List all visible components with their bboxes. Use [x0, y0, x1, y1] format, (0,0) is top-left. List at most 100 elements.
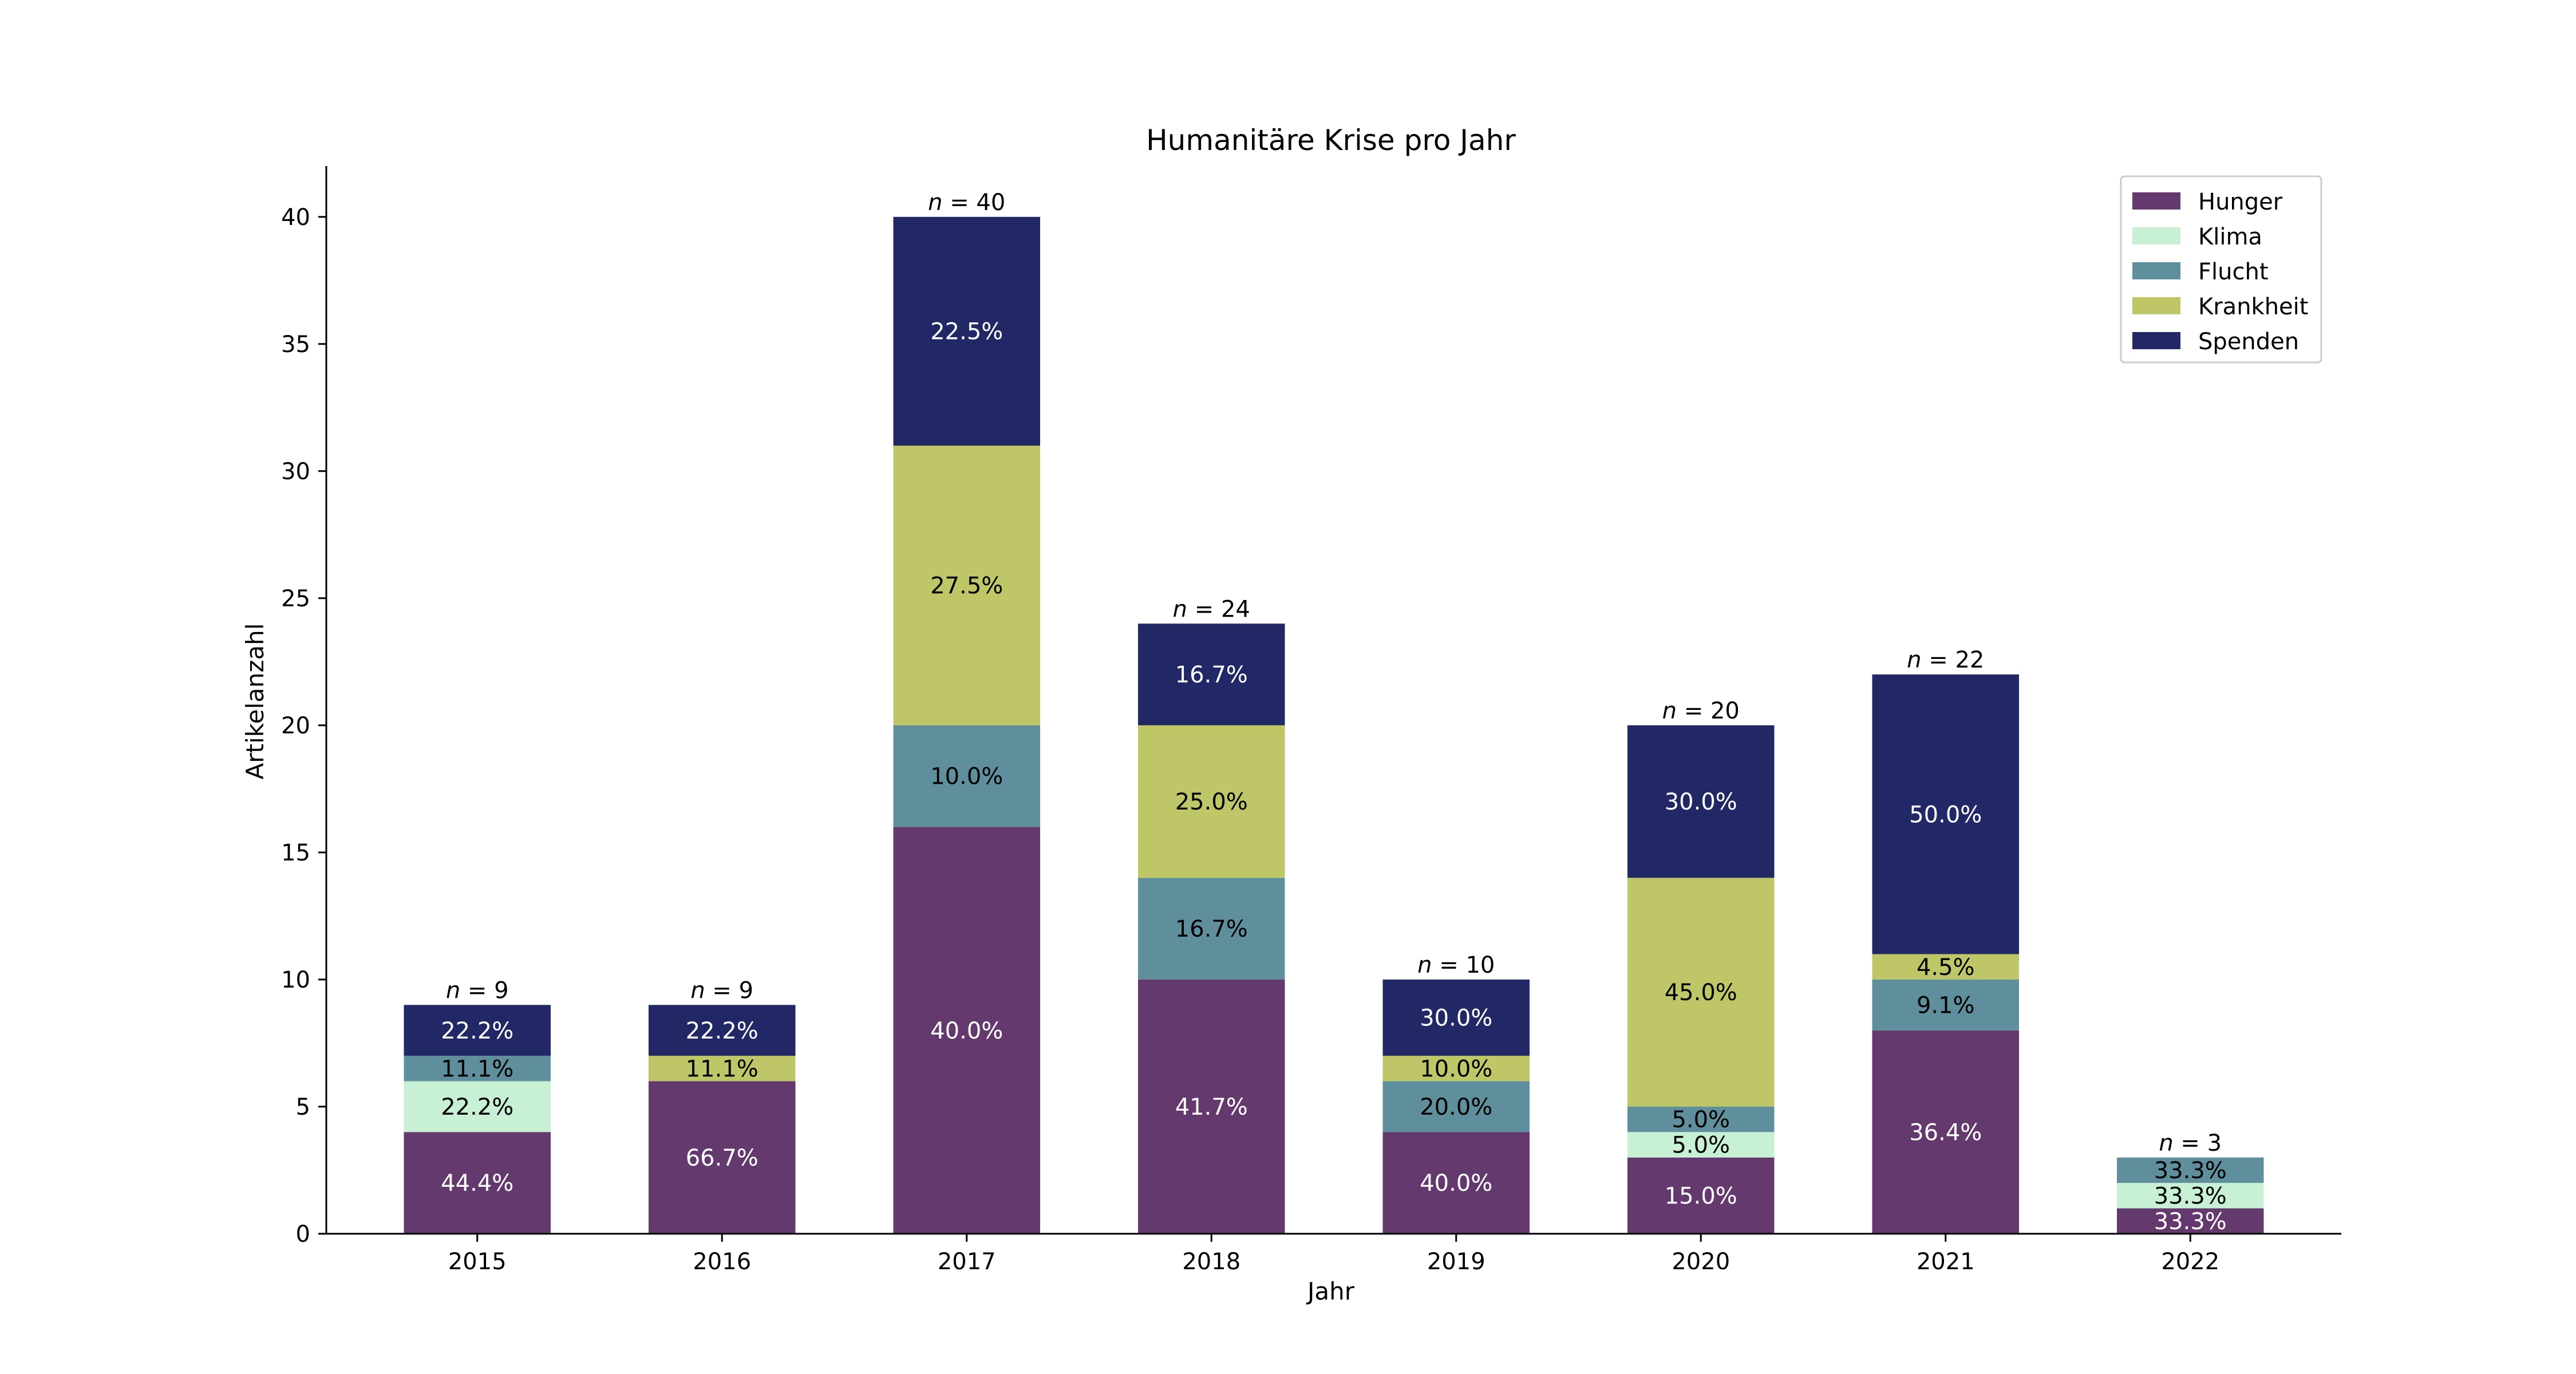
bar-segment-spenden-2020 [1627, 725, 1775, 878]
bar-label-spenden-2020: 30.0% [1665, 789, 1737, 815]
bar-segment-flucht-2015 [404, 1056, 551, 1081]
bar-segment-klima-2022 [2117, 1183, 2264, 1209]
bar-segment-krankheit-2020 [1627, 878, 1775, 1107]
legend-label-flucht: Flucht [2198, 259, 2269, 285]
bar-label-hunger-2015: 44.4% [441, 1170, 513, 1197]
bar-label-spenden-2021: 50.0% [1909, 802, 1982, 828]
bar-label-klima-2020: 5.0% [1672, 1132, 1730, 1159]
bar-label-hunger-2022: 33.3% [2154, 1209, 2227, 1235]
chart-title: Humanitäre Krise pro Jahr [1146, 124, 1516, 157]
y-tick-label-15: 15 [281, 840, 310, 866]
y-tick-label-10: 10 [281, 967, 310, 993]
bar-segment-spenden-2021 [1872, 674, 2019, 954]
bar-total-2015: n = 9 [446, 977, 509, 1004]
bar-total-2022: n = 3 [2159, 1130, 2222, 1156]
bar-label-klima-2015: 22.2% [441, 1094, 513, 1120]
bar-label-spenden-2018: 16.7% [1175, 662, 1248, 688]
bar-total-2016: n = 9 [690, 977, 753, 1004]
bar-segment-hunger-2022 [2117, 1208, 2264, 1234]
bar-label-krankheit-2016: 11.1% [686, 1056, 758, 1082]
legend-label-spenden: Spenden [2198, 329, 2299, 355]
y-tick-label-25: 25 [281, 586, 310, 612]
y-tick-label-0: 0 [296, 1221, 310, 1247]
legend-label-klima: Klima [2198, 224, 2262, 250]
bar-segment-spenden-2018 [1138, 623, 1285, 725]
bar-label-krankheit-2018: 25.0% [1175, 789, 1248, 815]
y-tick-label-35: 35 [281, 331, 310, 358]
bar-label-spenden-2016: 22.2% [686, 1018, 758, 1044]
bar-label-flucht-2018: 16.7% [1175, 916, 1248, 942]
bar-segment-klima-2020 [1627, 1132, 1775, 1158]
y-tick-label-20: 20 [281, 713, 310, 739]
bar-segment-krankheit-2019 [1382, 1056, 1530, 1081]
bar-label-klima-2022: 33.3% [2154, 1183, 2227, 1209]
bar-total-2018: n = 24 [1173, 596, 1250, 622]
bar-segment-krankheit-2016 [649, 1056, 796, 1081]
legend-label-krankheit: Krankheit [2198, 294, 2308, 320]
bar-segment-hunger-2018 [1138, 979, 1285, 1234]
bar-label-krankheit-2020: 45.0% [1665, 980, 1737, 1006]
bar-segment-hunger-2017 [893, 827, 1040, 1234]
bar-total-2020: n = 20 [1662, 698, 1740, 724]
bar-segment-flucht-2022 [2117, 1157, 2264, 1183]
bar-total-2017: n = 40 [928, 189, 1005, 216]
bar-segment-hunger-2020 [1627, 1157, 1775, 1234]
x-tick-label-2021: 2021 [1917, 1249, 1975, 1275]
x-tick-label-2019: 2019 [1427, 1249, 1485, 1275]
legend-swatch-krankheit [2132, 297, 2180, 314]
bar-segment-flucht-2018 [1138, 878, 1285, 980]
bar-label-hunger-2019: 40.0% [1420, 1170, 1492, 1197]
bar-label-flucht-2022: 33.3% [2154, 1158, 2227, 1184]
bar-label-hunger-2020: 15.0% [1665, 1183, 1737, 1209]
bar-label-hunger-2016: 66.7% [686, 1145, 758, 1171]
x-tick-label-2022: 2022 [2161, 1249, 2219, 1275]
bar-label-flucht-2015: 11.1% [441, 1056, 513, 1082]
y-tick-label-30: 30 [281, 459, 310, 485]
x-tick-label-2016: 2016 [693, 1249, 751, 1275]
legend-swatch-klima [2132, 227, 2180, 244]
bar-label-spenden-2019: 30.0% [1420, 1005, 1492, 1032]
bar-segment-flucht-2017 [893, 725, 1040, 827]
x-tick-label-2015: 2015 [448, 1249, 507, 1275]
bar-segment-hunger-2015 [404, 1132, 551, 1234]
bar-segment-flucht-2020 [1627, 1106, 1775, 1132]
bar-total-2019: n = 10 [1417, 952, 1495, 978]
bar-label-flucht-2017: 10.0% [930, 764, 1003, 790]
bar-segment-krankheit-2021 [1872, 954, 2019, 980]
y-tick-label-40: 40 [281, 204, 310, 231]
bar-label-krankheit-2017: 27.5% [930, 573, 1003, 599]
x-tick-label-2018: 2018 [1182, 1249, 1240, 1275]
bar-label-spenden-2015: 22.2% [441, 1018, 513, 1044]
bar-label-spenden-2017: 22.5% [930, 319, 1003, 345]
bar-label-krankheit-2021: 4.5% [1917, 954, 1975, 981]
bar-label-hunger-2017: 40.0% [930, 1018, 1003, 1044]
axes-layer: 0 5 10 15 20 25 30 35 40 2015 2016 2017 2018 2019 2020… [281, 166, 2341, 1275]
bar-label-hunger-2021: 36.4% [1909, 1119, 1982, 1146]
y-axis-label: Artikelanzahl [241, 623, 269, 780]
bar-segment-spenden-2017 [893, 216, 1040, 446]
bars-layer: 44.4% 22.2% 11.1% 22.2% n = 9 66.7% 11.1% 22.2%… [404, 189, 2264, 1235]
bar-segment-hunger-2019 [1382, 1132, 1530, 1234]
bar-label-flucht-2019: 20.0% [1420, 1094, 1492, 1120]
bar-label-flucht-2021: 9.1% [1917, 992, 1975, 1018]
bar-segment-hunger-2016 [649, 1081, 796, 1234]
bar-segment-spenden-2019 [1382, 979, 1530, 1056]
bar-segment-spenden-2015 [404, 1005, 551, 1056]
x-tick-label-2020: 2020 [1672, 1249, 1730, 1275]
legend-box [2120, 175, 2322, 364]
bar-label-hunger-2018: 41.7% [1175, 1094, 1248, 1120]
legend-swatch-flucht [2132, 262, 2180, 279]
bar-label-krankheit-2019: 10.0% [1420, 1056, 1492, 1082]
bar-label-flucht-2020: 5.0% [1672, 1107, 1730, 1133]
x-tick-label-2017: 2017 [938, 1249, 996, 1275]
bar-segment-hunger-2021 [1872, 1030, 2019, 1234]
x-axis-label: Jahr [1306, 1277, 1355, 1305]
legend-swatch-spenden [2132, 332, 2180, 349]
bar-total-2021: n = 22 [1907, 647, 1984, 673]
bar-segment-krankheit-2018 [1138, 725, 1285, 878]
legend: Hunger Klima Flucht Krankheit Spenden [2120, 175, 2322, 364]
bar-segment-flucht-2019 [1382, 1081, 1530, 1132]
bar-segment-flucht-2021 [1872, 979, 2019, 1030]
legend-swatch-hunger [2132, 192, 2180, 210]
